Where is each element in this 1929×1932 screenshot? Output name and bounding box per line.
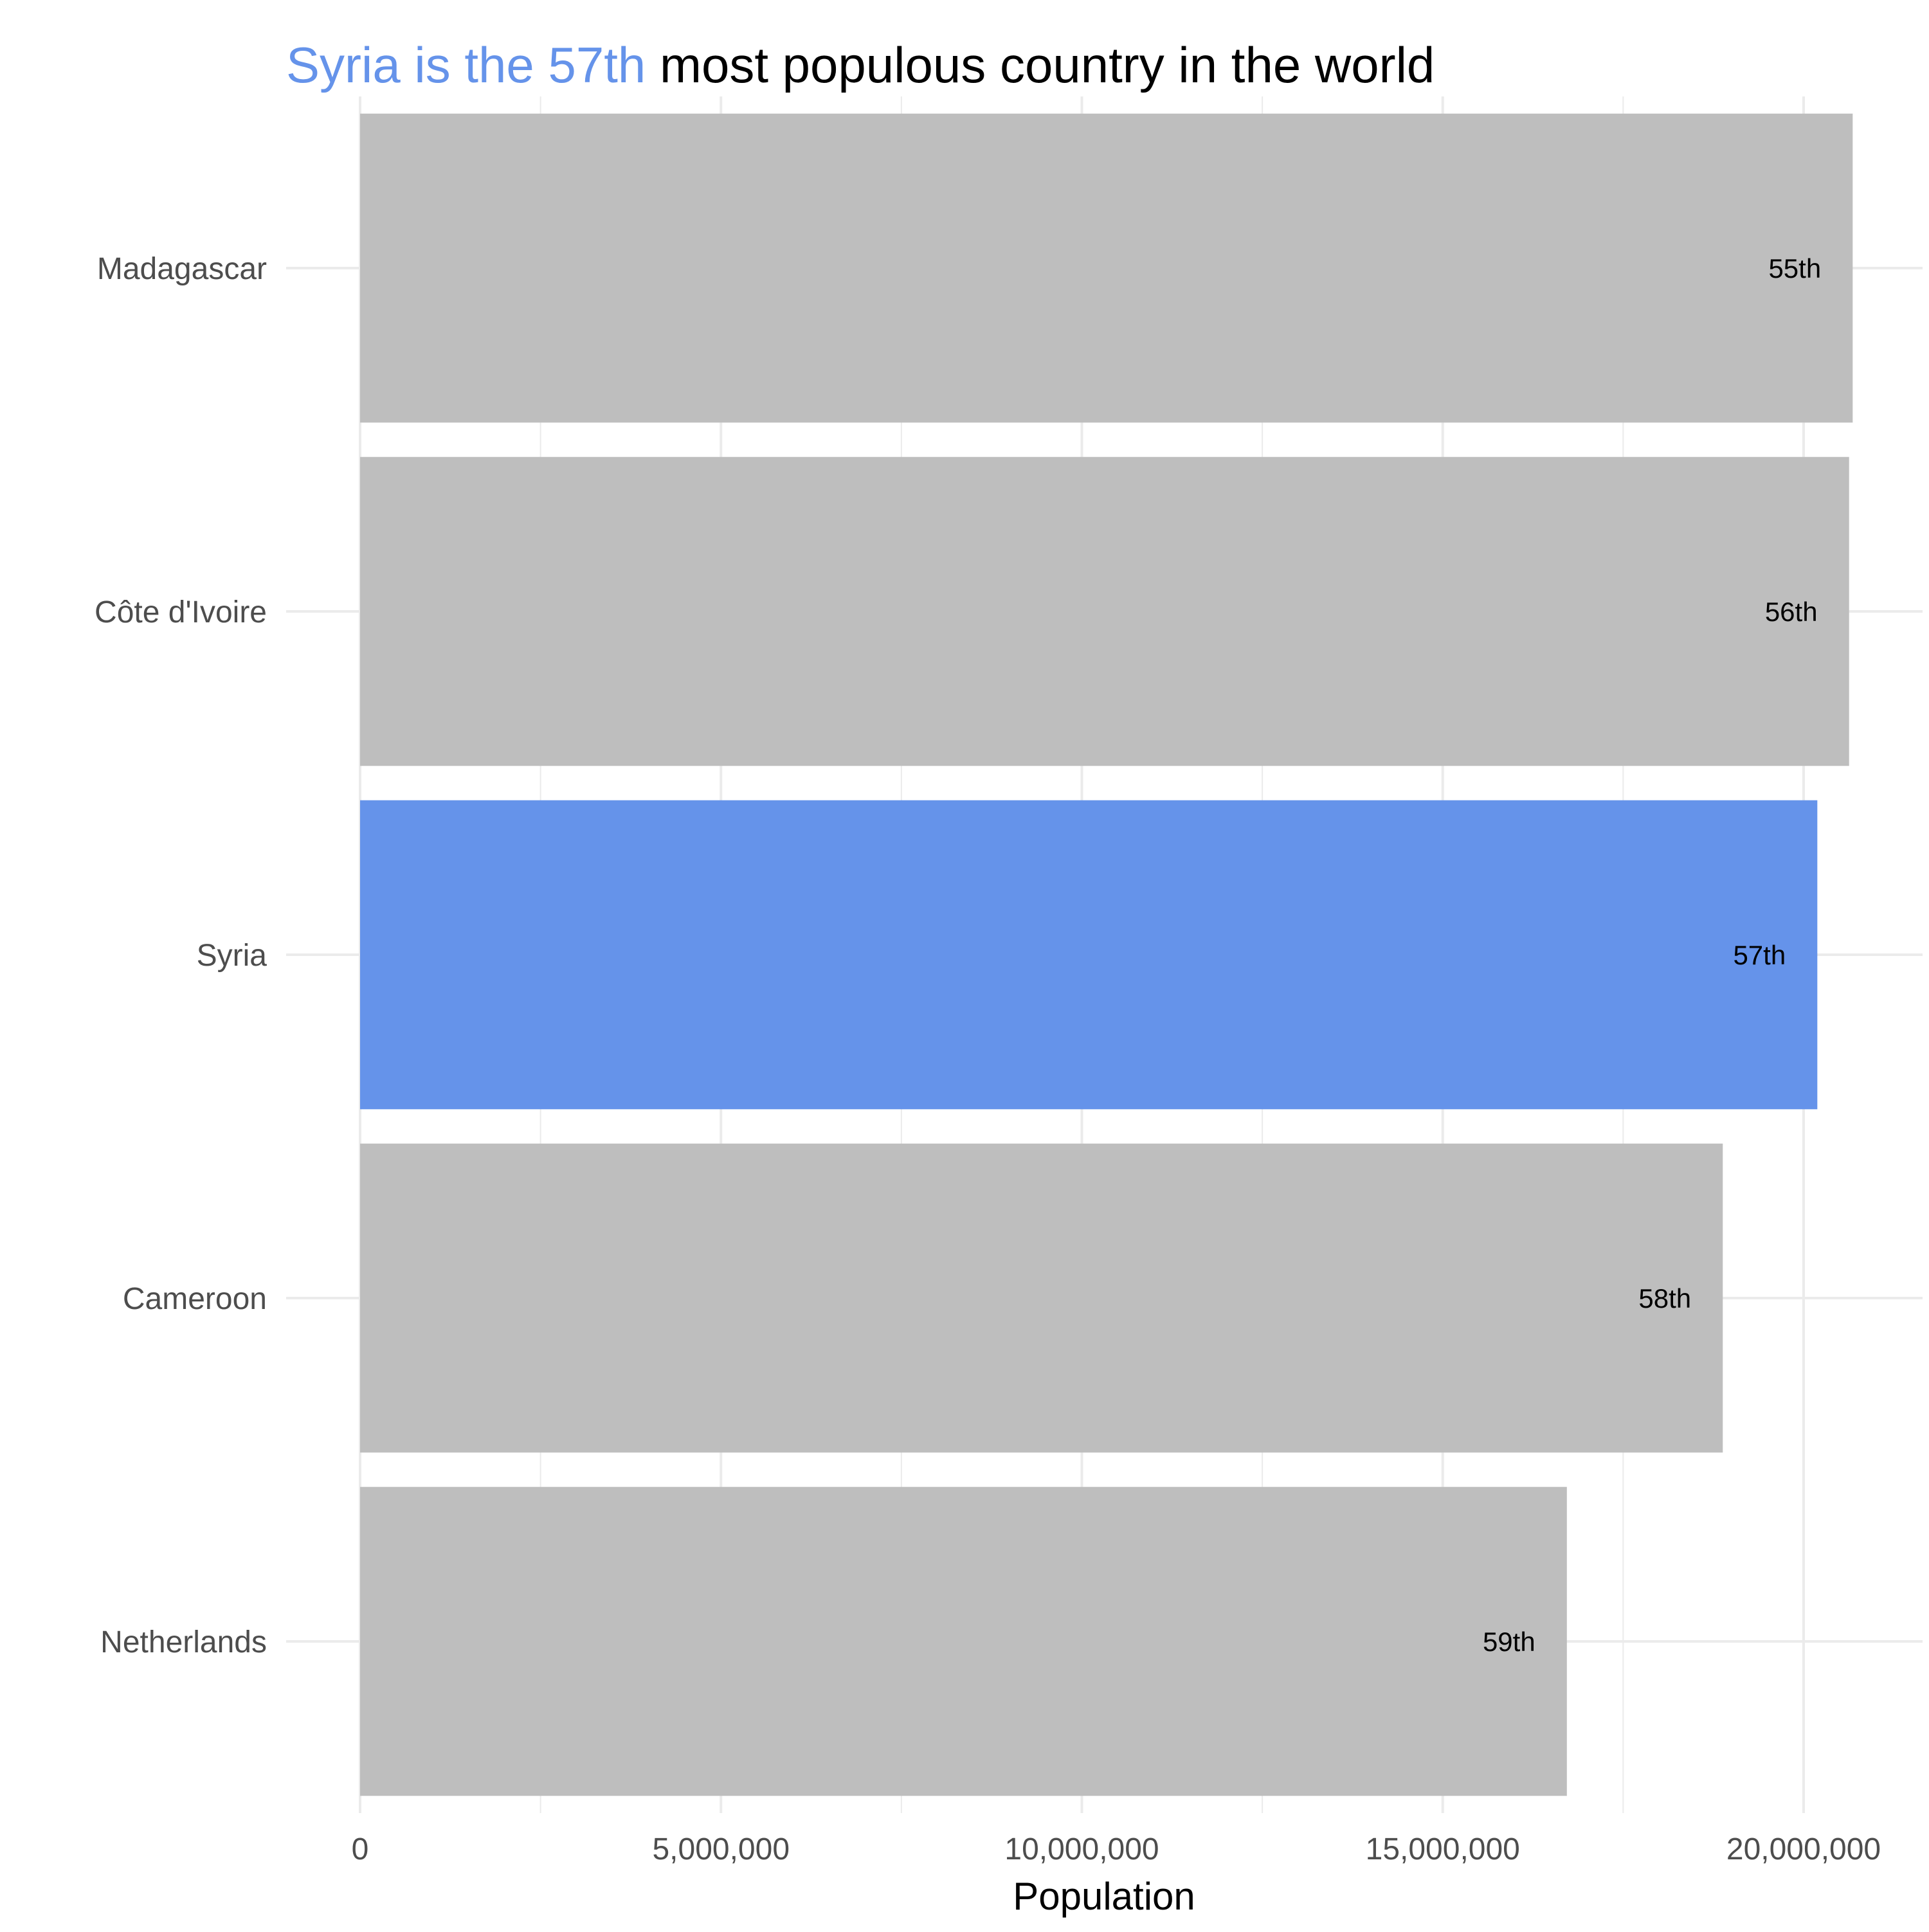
chart-title: Syria is the 57th most populous country … xyxy=(286,37,1435,93)
y-tick-label-0: Madagascar xyxy=(97,252,267,286)
y-tick-label-3: Cameroon xyxy=(123,1282,267,1316)
bar-label-4: 59th xyxy=(1483,1627,1535,1657)
y-axis-tick-labels: Madagascar Côte d'Ivoire Syria Cameroon Neth… xyxy=(95,252,267,1659)
x-tick-label-1: 5,000,000 xyxy=(652,1832,790,1866)
x-axis-tick-labels: 0 5,000,000 10,000,000 15,000,000 20,000,000 xyxy=(352,1832,1881,1866)
x-tick-label-2: 10,000,000 xyxy=(1004,1832,1159,1866)
x-tick-label-0: 0 xyxy=(352,1832,369,1866)
bar-3 xyxy=(360,1143,1723,1453)
chart-title-rest: most populous country in the world xyxy=(646,37,1435,93)
chart-title-highlight: Syria is the 57th xyxy=(286,37,646,93)
bar-0 xyxy=(360,113,1853,423)
bar-label-3: 58th xyxy=(1638,1283,1691,1314)
bar-1 xyxy=(360,456,1849,766)
x-axis-title: Population xyxy=(1013,1875,1195,1918)
bar-4 xyxy=(360,1486,1567,1796)
bar-2 xyxy=(360,800,1818,1110)
bar-label-1: 56th xyxy=(1765,597,1818,627)
bars xyxy=(360,113,1853,1796)
y-tick-label-1: Côte d'Ivoire xyxy=(95,595,267,629)
y-tick-label-2: Syria xyxy=(197,939,267,973)
x-tick-label-4: 20,000,000 xyxy=(1726,1832,1881,1866)
bar-label-2: 57th xyxy=(1733,940,1786,970)
x-tick-label-3: 15,000,000 xyxy=(1366,1832,1520,1866)
bar-labels: 55th 56th 57th 58th 59th xyxy=(1483,253,1821,1657)
bar-label-0: 55th xyxy=(1768,253,1821,284)
y-tick-label-4: Netherlands xyxy=(100,1625,267,1659)
